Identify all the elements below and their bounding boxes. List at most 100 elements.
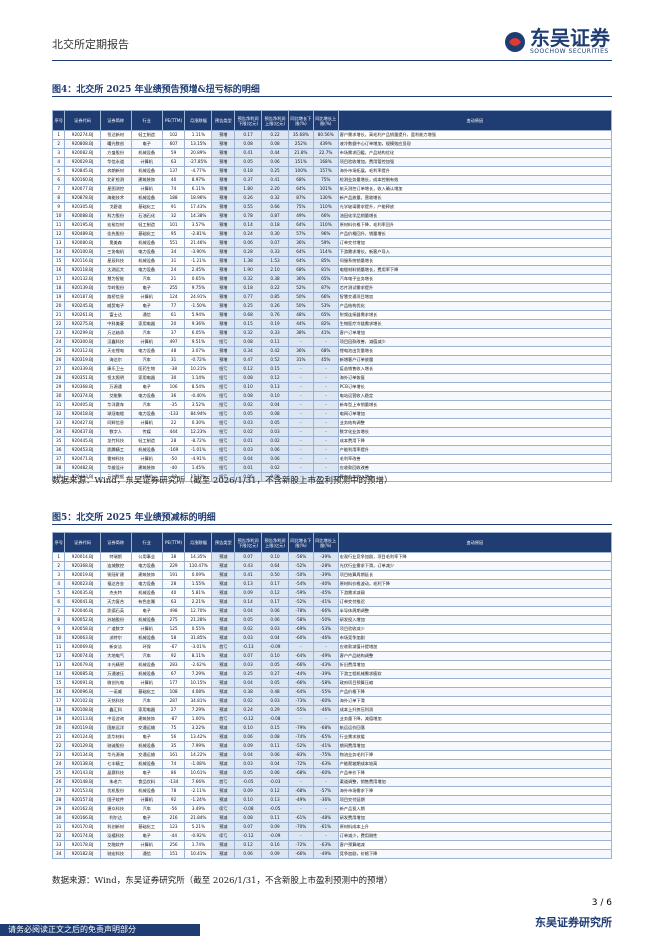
header-row: 序号 证券代码 证券简称 行业 PE(TTM) 月涨跌幅 预告类型 预告净利润下限(亿元) 预告…	[51, 110, 613, 131]
table-cell: 0.04	[234, 678, 263, 688]
table-cell: 预减	[211, 660, 236, 670]
table-cell: 31	[161, 355, 186, 365]
table-cell: 2.10	[261, 265, 289, 275]
table-row: 28 920351.BJ 恒太照明 家用电器 30 1.14% 扭亏 0.08 0.12- - 海外…	[51, 373, 613, 383]
table-cell: 920102.BJ	[64, 696, 101, 706]
table-cell: 12.23%	[184, 427, 213, 437]
table-cell: -60%	[312, 696, 339, 706]
table-cell: 预增	[211, 157, 236, 167]
table-cell: -49%	[312, 651, 339, 661]
table-row: 34 920437.BJ 数字人 传媒 444 12.23% 扭亏 0.02 0.03- - 数字化…	[51, 427, 613, 437]
table-cell: 计算机	[130, 337, 163, 347]
table-cell: 920124.BJ	[64, 732, 101, 742]
table-cell: -1.01%	[184, 445, 213, 455]
table-cell: 125	[161, 624, 186, 634]
figure-title: 图5：北交所 2025 年业绩预减标的明细	[52, 513, 216, 523]
table-cell: 920085.BJ	[64, 669, 101, 679]
table-cell: 24.91%	[184, 292, 213, 302]
table-cell: 56	[161, 732, 186, 742]
table-cell: 31.85%	[184, 633, 213, 643]
table-cell: 预增	[211, 301, 236, 311]
table-cell: 电缆材料销量增长，费用率下降	[337, 265, 613, 275]
table-cell: -0.72%	[184, 355, 213, 365]
table-cell: 0.37	[234, 175, 263, 185]
table-cell: -66%	[287, 678, 314, 688]
table-row: 10 920063.BJ 派特尔 机械设备 58 31.85% 预减 0.03 0.04 -60%…	[51, 633, 613, 643]
table-cell: -	[312, 427, 339, 437]
table-cell: 客户订单增加	[337, 328, 613, 338]
table-row: 33 920427.BJ 同辉信息 计算机 22 0.30% 扭亏 0.03 0.05- - 业务结…	[51, 418, 613, 428]
table-cell: -79%	[287, 723, 314, 733]
table-cell: 920482.BJ	[64, 463, 101, 473]
table-cell: -0.05	[234, 777, 263, 787]
table-cell: 伺服系统销量增长	[337, 256, 613, 266]
table-cell: 慧为智能	[99, 274, 132, 284]
table-cell: 泓禧科技	[99, 831, 132, 841]
table-cell: 0.13	[261, 382, 289, 392]
table-cell: 航天测控订单增长，收入确认增加	[337, 184, 613, 194]
source-note: 数据来源：Wind，东吴证券研究所（截至 2026/1/31，不含新股上市盈利预…	[52, 476, 393, 486]
table-cell: -	[312, 454, 339, 464]
table-cell: 28	[161, 436, 186, 446]
table-cell: 40	[161, 175, 186, 185]
table-cell: 11	[51, 220, 66, 230]
table-cell: 0.02	[234, 624, 263, 634]
table-cell: -66%	[287, 849, 314, 859]
table-cell: 0.25	[234, 669, 263, 679]
table-cell: 通信	[130, 849, 163, 859]
table-cell: 0.02	[234, 696, 263, 706]
table-cell: 预增	[211, 211, 236, 221]
table-cell: 27	[51, 786, 66, 796]
table-cell: -8.72%	[184, 436, 213, 446]
table-cell: 宏裕包材	[99, 220, 132, 230]
table-cell: 0.18	[234, 283, 263, 293]
table-cell: 华洋赛车	[99, 400, 132, 410]
table-cell: -	[287, 364, 314, 374]
table-cell: -58%	[312, 678, 339, 688]
table-cell: 59%	[312, 238, 339, 248]
table-cell: -52%	[287, 741, 314, 751]
table-row: 23 920134.BJ 华光源海 交通运输 161 14.22% 预减 0.04 0.06 -8…	[51, 750, 613, 760]
column-header: 月涨跌幅	[184, 532, 213, 553]
table-cell: 18.96%	[184, 193, 213, 203]
column-header: 序号	[51, 110, 66, 131]
table-cell: 0.09	[234, 588, 263, 598]
table-cell: 新产品投入期	[337, 804, 613, 814]
table-row: 23 920299.BJ 万达轴承 汽车 37 6.05% 预增 0.32 0.33 38% 41%…	[51, 328, 613, 338]
table-cell: 920493.BJ	[64, 472, 101, 482]
table-cell: 汽车	[130, 696, 163, 706]
table-cell: 0.09	[234, 741, 263, 751]
table-cell: 电力设备	[130, 247, 163, 257]
table-cell: 8.54%	[184, 382, 213, 392]
table-cell: 920339.BJ	[64, 364, 101, 374]
table-cell: 0.10	[261, 391, 289, 401]
table-cell: 锂电池出货量增长	[337, 346, 613, 356]
table-cell: 基础化工	[130, 202, 163, 212]
table-cell: -44%	[287, 669, 314, 679]
table-cell: -75%	[312, 750, 339, 760]
table-cell: 预增	[211, 346, 236, 356]
table-cell: 0.42	[261, 346, 289, 356]
table-cell: 计算机	[130, 678, 163, 688]
table-cell: 24	[51, 759, 66, 769]
table-cell: 920182.BJ	[64, 849, 101, 859]
table-cell: 机械设备	[130, 588, 163, 598]
table-cell: 0.26	[261, 301, 289, 311]
table-cell: 原材料价格波动，毛利下降	[337, 579, 613, 589]
table-row: 16 920096.BJ 一诺威 基础化工 108 4.08% 预减 0.38 0.48 -64%…	[51, 687, 613, 697]
table-cell: -67	[161, 642, 186, 652]
table-cell: 95	[161, 229, 186, 239]
table-cell: 液冷数据中心订单增加，规模效应显现	[337, 139, 613, 149]
table-row: 6 920160.BJ 北矿检测 建筑装饰 40 8.97% 预增 0.37 0.41 68% 75…	[51, 175, 613, 185]
table-cell: 0.06	[261, 606, 289, 616]
table-cell: 85%	[312, 256, 339, 266]
table-cell: 7	[51, 606, 66, 616]
table-cell: 优机股份	[99, 786, 132, 796]
table-cell: 扭亏	[211, 454, 236, 464]
table-cell: -52%	[287, 597, 314, 607]
table-cell: 25	[51, 346, 66, 356]
table-cell: 31	[161, 256, 186, 266]
table-cell: 21.46%	[184, 238, 213, 248]
table-cell: 石油石化	[130, 211, 163, 221]
table-cell: 40	[161, 588, 186, 598]
